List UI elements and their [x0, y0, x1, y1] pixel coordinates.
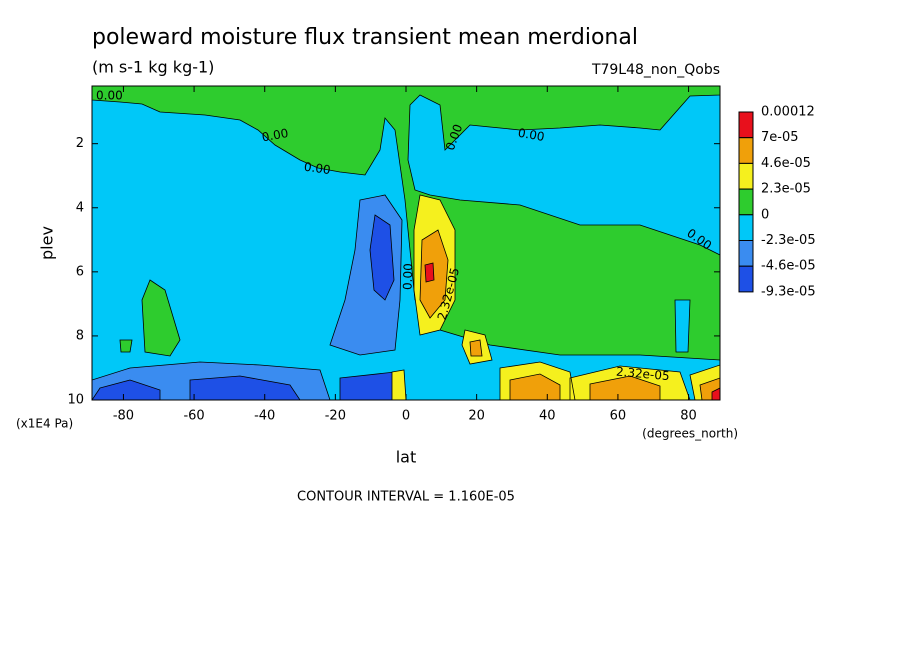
contour-label: 0.00: [261, 126, 290, 144]
colorbar-label: -2.3e-05: [761, 233, 816, 248]
y-axis-label: plev: [38, 226, 57, 260]
y-tick-label: 4: [76, 200, 84, 215]
field: 0.00 0.00 0.00 0.00 0.00 0.00 0.00 2.32e…: [92, 86, 720, 400]
dataset-label: T79L48_non_Qobs: [591, 62, 720, 78]
region: [92, 214, 406, 400]
chart-subtitle: (m s-1 kg kg-1): [92, 58, 214, 77]
colorbar-label: 0.00012: [761, 105, 815, 120]
colorbar-box: [738, 188, 754, 216]
x-tick-label: -40: [254, 409, 275, 424]
colorbar-label: 0: [761, 207, 769, 222]
x-tick-label: -20: [325, 409, 346, 424]
x-tick-label: 0: [402, 409, 410, 424]
colorbar-label: 7e-05: [761, 130, 799, 145]
x-axis-label: lat: [396, 448, 417, 467]
x-tick-label: -60: [183, 409, 204, 424]
region: [92, 194, 403, 400]
x-tick-label: -80: [113, 409, 134, 424]
colorbar-box: [738, 265, 754, 293]
y-axis-units: (x1E4 Pa): [16, 417, 73, 431]
x-tick-label: 40: [539, 409, 556, 424]
region: [419, 229, 720, 400]
contour-label: 2.32e-05: [615, 365, 670, 384]
contour-label: 0.00: [401, 263, 416, 290]
footer: CONTOUR INTERVAL = 1.160E-05: [297, 490, 515, 505]
region: [119, 279, 181, 357]
x-axis-units: (degrees_north): [642, 427, 738, 441]
colorbar-label: -4.6e-05: [761, 259, 816, 274]
y-tick-label: 10: [67, 393, 84, 408]
y-tick-label: 8: [76, 328, 84, 343]
colorbar-box: [738, 137, 754, 164]
colorbar-box: [738, 214, 754, 242]
contour-label: 0.00: [517, 126, 546, 144]
colorbar-label: 2.3e-05: [761, 182, 811, 197]
y-tick-label: 2: [76, 136, 84, 151]
colorbar-label: -9.3e-05: [761, 284, 816, 299]
contour-label: 0.00: [96, 89, 123, 103]
y-tick-label: 6: [76, 264, 84, 279]
colorbar-box: [738, 111, 754, 139]
colorbar-label: 4.6e-05: [761, 156, 811, 171]
x-tick-label: 60: [610, 409, 627, 424]
x-tick-label: 20: [468, 409, 485, 424]
x-tick-label: 80: [680, 409, 697, 424]
region: [92, 86, 720, 361]
colorbar-box: [738, 162, 754, 190]
region: [424, 262, 720, 400]
colorbar-box: [738, 240, 754, 267]
region: [674, 299, 691, 353]
contour-label: 0.00: [303, 160, 331, 178]
chart-title: poleward moisture flux transient mean me…: [92, 25, 638, 50]
